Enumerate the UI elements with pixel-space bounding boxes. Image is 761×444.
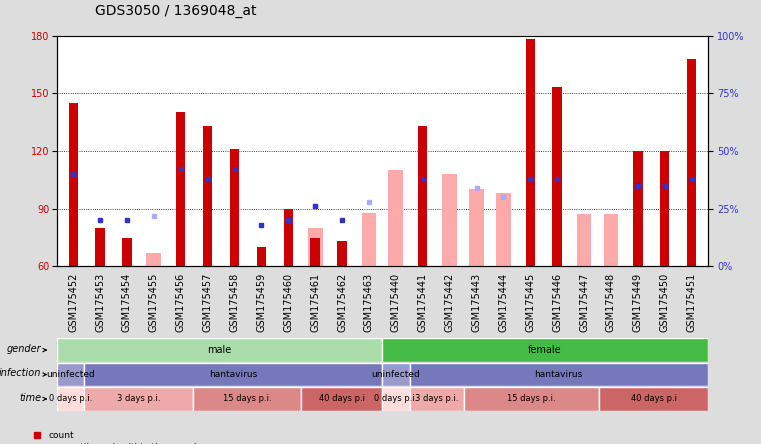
Bar — [382, 363, 409, 386]
Text: male: male — [208, 345, 232, 355]
Bar — [409, 387, 463, 411]
Bar — [146, 253, 161, 266]
Bar — [57, 338, 382, 362]
Bar — [84, 387, 193, 411]
Bar — [256, 247, 266, 266]
Bar — [552, 87, 562, 266]
Bar — [660, 151, 670, 266]
Text: uninfected: uninfected — [46, 370, 95, 379]
Bar — [687, 59, 696, 266]
Bar — [388, 170, 403, 266]
Bar — [603, 214, 619, 266]
Bar — [496, 193, 511, 266]
Bar — [123, 238, 132, 266]
Bar — [382, 338, 708, 362]
Bar — [307, 228, 323, 266]
Text: 15 days p.i.: 15 days p.i. — [222, 394, 271, 404]
Bar — [409, 363, 708, 386]
Bar — [463, 387, 599, 411]
Text: hantavirus: hantavirus — [209, 370, 257, 379]
Text: 15 days p.i.: 15 days p.i. — [507, 394, 556, 404]
Bar — [203, 126, 212, 266]
Bar — [469, 190, 484, 266]
Bar — [176, 112, 186, 266]
Bar — [230, 149, 239, 266]
Bar — [442, 174, 457, 266]
Bar — [600, 387, 708, 411]
Bar — [95, 228, 105, 266]
Text: uninfected: uninfected — [371, 370, 420, 379]
Bar — [337, 242, 347, 266]
Text: hantavirus: hantavirus — [534, 370, 583, 379]
Text: time: time — [19, 393, 41, 403]
Text: 40 days p.i: 40 days p.i — [631, 394, 677, 404]
Text: 40 days p.i: 40 days p.i — [319, 394, 365, 404]
Bar — [382, 387, 409, 411]
Bar — [301, 387, 383, 411]
Text: count: count — [49, 431, 75, 440]
Bar — [193, 387, 301, 411]
Text: gender: gender — [7, 344, 41, 354]
Bar — [310, 238, 320, 266]
Text: infection: infection — [0, 369, 41, 378]
Bar — [57, 363, 84, 386]
Text: percentile rank within the sample: percentile rank within the sample — [49, 443, 202, 444]
Bar — [418, 126, 428, 266]
Bar — [526, 40, 535, 266]
Text: 0 days p.i.: 0 days p.i. — [374, 394, 418, 404]
Bar — [633, 151, 642, 266]
Bar — [577, 214, 591, 266]
Bar — [68, 103, 78, 266]
Text: female: female — [528, 345, 562, 355]
Text: 3 days p.i.: 3 days p.i. — [415, 394, 458, 404]
Bar — [84, 363, 382, 386]
Text: 3 days p.i.: 3 days p.i. — [116, 394, 160, 404]
Text: GDS3050 / 1369048_at: GDS3050 / 1369048_at — [95, 4, 256, 18]
Text: 0 days p.i.: 0 days p.i. — [49, 394, 92, 404]
Bar — [57, 387, 84, 411]
Bar — [361, 213, 377, 266]
Bar — [284, 209, 293, 266]
